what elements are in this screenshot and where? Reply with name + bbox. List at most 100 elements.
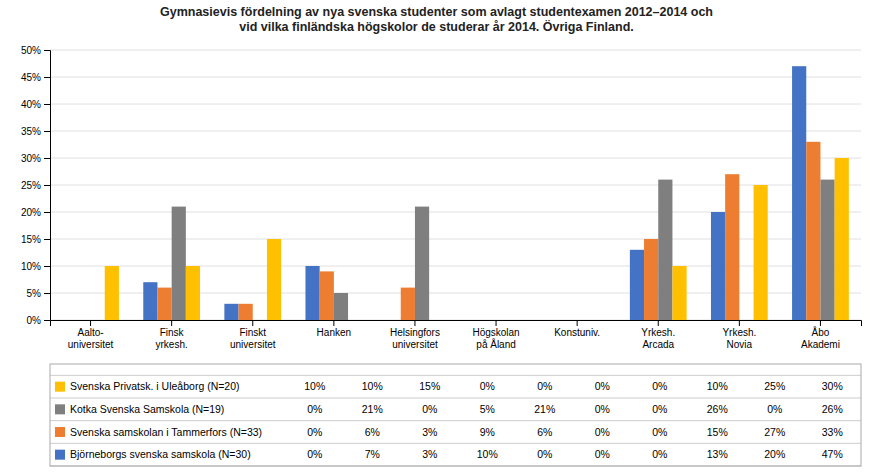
tick-label: 45% bbox=[21, 72, 41, 83]
table-value: 33% bbox=[822, 426, 843, 438]
tick-mark bbox=[171, 320, 172, 326]
bar bbox=[835, 158, 849, 320]
bar bbox=[468, 320, 482, 321]
table-value: 3% bbox=[422, 448, 437, 460]
bar-series bbox=[143, 66, 806, 320]
tick-label: 5% bbox=[27, 288, 42, 299]
tick-mark bbox=[44, 212, 50, 213]
bar bbox=[820, 180, 834, 320]
table-value: 27% bbox=[764, 426, 785, 438]
tick: 30% bbox=[21, 153, 50, 164]
tick-mark bbox=[252, 320, 253, 326]
tick: Konstuniv. bbox=[554, 320, 600, 338]
bar bbox=[658, 180, 672, 320]
bar bbox=[630, 250, 644, 320]
table-value: 21% bbox=[362, 403, 383, 415]
table-rule bbox=[50, 420, 861, 421]
tick: Helsingforsuniversitet bbox=[390, 320, 440, 350]
bar bbox=[91, 320, 105, 321]
bar bbox=[401, 288, 415, 320]
tick-mark bbox=[333, 320, 334, 326]
tick-mark bbox=[44, 50, 50, 51]
table-value: 0% bbox=[537, 380, 552, 392]
y-axis: 0%5%10%15%20%25%30%35%40%45%50% bbox=[21, 45, 51, 326]
bar bbox=[305, 266, 319, 320]
table-border bbox=[50, 364, 861, 466]
tick-mark bbox=[44, 131, 50, 132]
table-value: 0% bbox=[652, 380, 667, 392]
table-value: 0% bbox=[652, 403, 667, 415]
tick-mark bbox=[44, 104, 50, 105]
bar bbox=[387, 320, 401, 321]
tick-mark bbox=[44, 293, 50, 294]
bar bbox=[644, 239, 658, 320]
tick: Aalto-universitet bbox=[68, 320, 114, 350]
bar bbox=[754, 185, 768, 320]
table-value: 0% bbox=[307, 426, 322, 438]
tick: 0% bbox=[27, 315, 50, 326]
table-value: 0% bbox=[652, 448, 667, 460]
tick-mark bbox=[820, 320, 821, 326]
tick: Finsktuniversitet bbox=[230, 320, 276, 350]
table-value: 30% bbox=[822, 380, 843, 392]
table-value: 0% bbox=[595, 448, 610, 460]
tick-mark bbox=[44, 185, 50, 186]
bars bbox=[105, 66, 849, 320]
legend-swatch bbox=[55, 404, 65, 414]
legend-label: Björneborgs svenska samskola (N=30) bbox=[70, 448, 251, 460]
tick-label: ÅboAkademi bbox=[801, 326, 840, 350]
tick-label: 35% bbox=[21, 126, 41, 137]
chart: Gymnasievis fördelning av nya svenska st… bbox=[0, 0, 873, 475]
bar bbox=[496, 320, 510, 321]
tick: 5% bbox=[27, 288, 50, 299]
tick: 25% bbox=[21, 180, 50, 191]
tick-mark bbox=[44, 266, 50, 267]
bar bbox=[510, 320, 524, 321]
bar bbox=[172, 207, 186, 320]
table-value: 15% bbox=[707, 426, 728, 438]
bar bbox=[348, 320, 362, 321]
table-value: 0% bbox=[422, 403, 437, 415]
table-value: 0% bbox=[595, 380, 610, 392]
table-value: 3% bbox=[422, 426, 437, 438]
grid-line bbox=[50, 50, 861, 51]
table-value: 26% bbox=[707, 403, 728, 415]
tick: Högskolanpå Åland bbox=[472, 320, 519, 350]
tick: Hanken bbox=[317, 320, 351, 338]
tick-label: 25% bbox=[21, 180, 41, 191]
table-value: 15% bbox=[419, 380, 440, 392]
legend-table: Björneborgs svenska samskola (N=30)0%7%3… bbox=[50, 364, 861, 466]
axis-line bbox=[44, 51, 51, 321]
bar bbox=[157, 288, 171, 320]
tick: 35% bbox=[21, 126, 50, 137]
tick-label: Konstuniv. bbox=[554, 327, 600, 338]
tick: 45% bbox=[21, 72, 50, 83]
tick-mark bbox=[577, 320, 578, 326]
table-value: 10% bbox=[707, 380, 728, 392]
tick-mark bbox=[44, 77, 50, 78]
bar bbox=[224, 304, 238, 320]
bar bbox=[739, 320, 753, 321]
bar bbox=[76, 320, 90, 321]
table-value: 26% bbox=[822, 403, 843, 415]
tick-mark bbox=[658, 320, 659, 326]
table-value: 0% bbox=[767, 403, 782, 415]
bar bbox=[253, 320, 267, 321]
table-value: 10% bbox=[362, 380, 383, 392]
table-value: 0% bbox=[480, 380, 495, 392]
tick-label: 20% bbox=[21, 207, 41, 218]
table-value: 5% bbox=[480, 403, 495, 415]
tick-label: Aalto-universitet bbox=[68, 327, 114, 350]
bar bbox=[577, 320, 591, 321]
bar bbox=[239, 304, 253, 320]
table-value: 47% bbox=[822, 448, 843, 460]
tick-label: Högskolanpå Åland bbox=[472, 327, 519, 350]
table-value: 0% bbox=[652, 426, 667, 438]
bar bbox=[563, 320, 577, 321]
table-value: 0% bbox=[307, 448, 322, 460]
tick: 15% bbox=[21, 234, 50, 245]
grid-line bbox=[50, 104, 861, 105]
bar-series bbox=[105, 158, 849, 320]
bar bbox=[806, 142, 820, 320]
tick-label: 15% bbox=[21, 234, 41, 245]
